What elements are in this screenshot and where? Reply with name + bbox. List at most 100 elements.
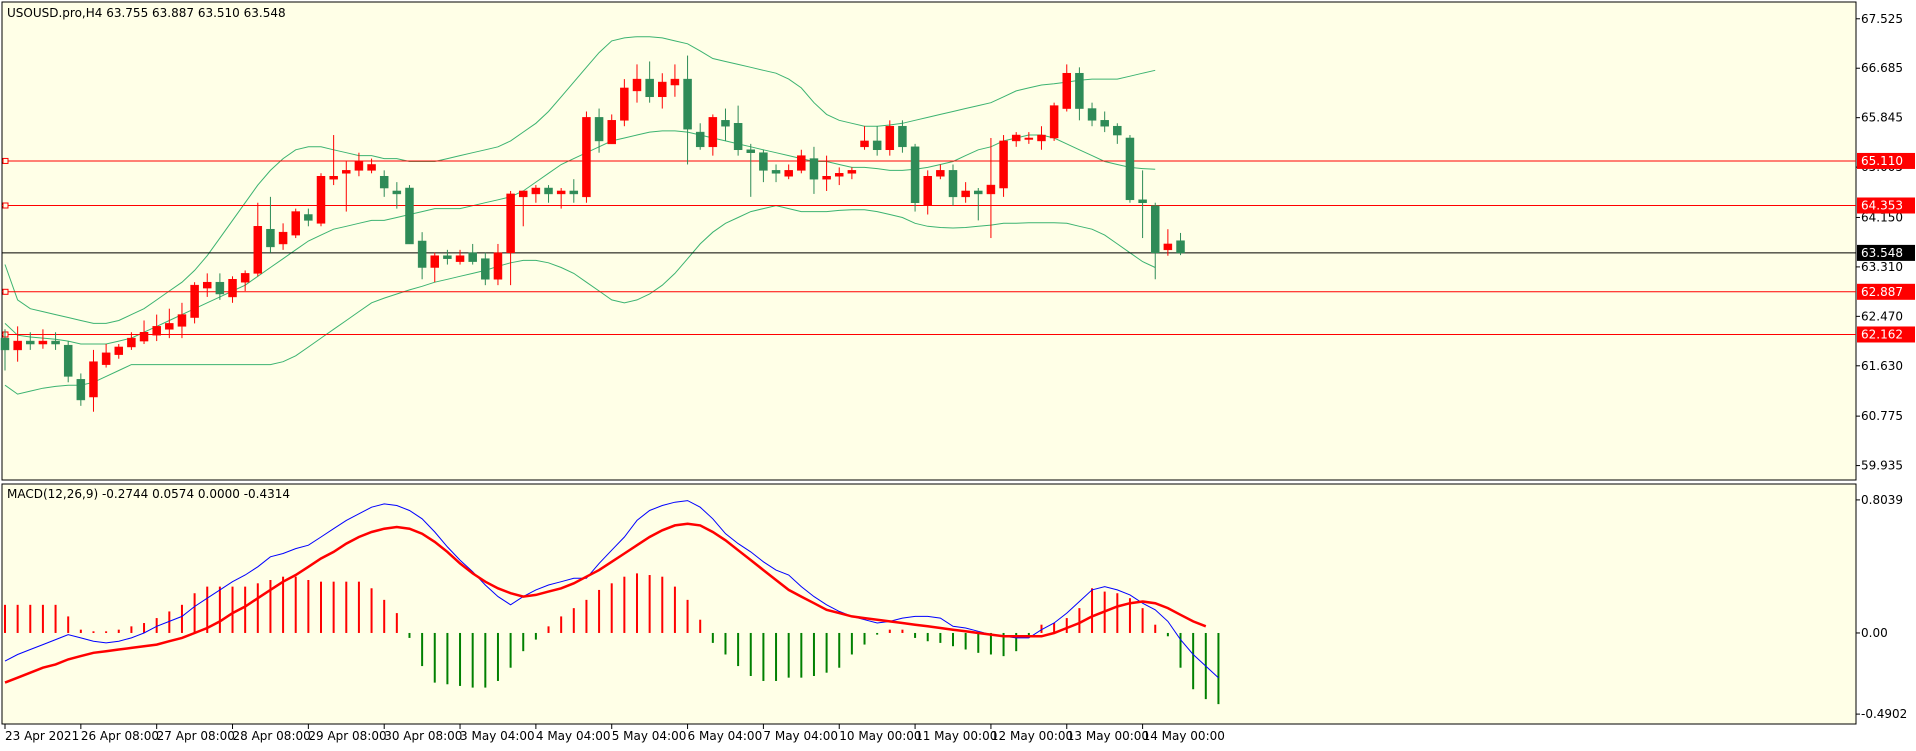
candle-body (342, 170, 351, 174)
candle-body (948, 170, 958, 198)
time-tick-label: 14 May 00:00 (1143, 729, 1225, 743)
candle-body (632, 78, 642, 92)
candle-body (468, 252, 477, 262)
candle-body (594, 117, 604, 142)
level-anchor-marker (2, 157, 9, 164)
candle-body (544, 187, 553, 195)
price-tick-label: 65.845 (1861, 111, 1903, 125)
candle-body (645, 78, 654, 98)
bollinger-lower-line (4, 205, 1156, 395)
candle-body (1125, 137, 1135, 201)
candle-body (683, 78, 692, 130)
candle-body (51, 340, 60, 345)
candle-body (695, 131, 705, 148)
price-tick-label: 62.470 (1861, 309, 1903, 323)
horizontal-levels: 65.110 64.353 63.548 62.887 62.162 (2, 152, 1915, 343)
time-tick-label: 27 Apr 08:00 (157, 729, 235, 743)
candle-body (1113, 125, 1122, 136)
macd-main-line (4, 500, 1219, 679)
time-tick-label: 29 Apr 08:00 (308, 729, 386, 743)
price-tick-label: 61.630 (1861, 359, 1903, 373)
candle-body (215, 281, 225, 295)
candle-body (658, 81, 667, 98)
candle-body (974, 190, 983, 195)
candle-body (1075, 72, 1084, 109)
candle-body (1062, 72, 1072, 109)
time-tick-label: 28 Apr 08:00 (233, 729, 311, 743)
level-price-label: 65.110 (1861, 154, 1903, 168)
candle-body (620, 87, 629, 121)
candle-body (1163, 243, 1173, 251)
price-tick-label: 63.310 (1861, 260, 1903, 274)
candle-body (531, 187, 541, 195)
level-price-label: 63.548 (1861, 246, 1903, 260)
price-tick-label: 64.150 (1861, 210, 1903, 224)
candle-body (38, 340, 48, 345)
macd-signal-line (4, 522, 1207, 684)
candle-body (733, 123, 743, 151)
level-price-label: 62.162 (1861, 327, 1903, 341)
time-tick-label: 12 May 00:00 (991, 729, 1073, 743)
candle-body (986, 184, 996, 195)
level-anchor-marker (2, 202, 9, 209)
time-tick-label: 3 May 04:00 (460, 729, 535, 743)
candle-body (26, 340, 35, 345)
candle-body (190, 284, 199, 318)
candle-body (202, 281, 212, 289)
candle-body (63, 344, 73, 377)
level-anchor-marker (2, 288, 9, 295)
candle-body (278, 231, 288, 245)
candle-body (809, 158, 819, 180)
candle-body (417, 240, 427, 268)
price-tick-label: 67.525 (1861, 12, 1903, 26)
candle-body (430, 255, 440, 268)
time-tick-label: 11 May 00:00 (915, 729, 997, 743)
candle-body (860, 140, 869, 148)
candle-body (784, 170, 793, 177)
candle-body (1037, 134, 1046, 142)
candle-body (455, 255, 465, 262)
candle-body (329, 175, 338, 180)
candle-body (392, 190, 402, 195)
candle-body (721, 120, 730, 127)
candle-body (506, 193, 515, 254)
macd-tick-label: -0.4902 (1861, 707, 1907, 721)
candle-body (1176, 240, 1185, 254)
candle-body (177, 314, 187, 327)
candle-body (797, 155, 806, 171)
time-tick-label: 13 May 00:00 (1067, 729, 1149, 743)
candle-body (405, 187, 414, 245)
candle-body (228, 279, 237, 298)
level-price-tag (1857, 283, 1915, 300)
level-price-tag (1857, 244, 1915, 261)
candle-body (1049, 105, 1059, 139)
candle-body (822, 175, 831, 180)
time-tick-label: 5 May 04:00 (612, 729, 687, 743)
price-tick-label: 59.935 (1861, 459, 1903, 473)
candle-body (0, 337, 10, 351)
time-tick-label: 26 Apr 08:00 (81, 729, 159, 743)
candle-body (759, 152, 768, 171)
candle-body (708, 117, 718, 148)
candle-body (556, 190, 566, 195)
candle-body (76, 379, 86, 401)
candle-body (114, 346, 124, 355)
candle-body (316, 175, 326, 224)
candle-body (936, 170, 945, 177)
candle-body (872, 140, 882, 151)
candle-body (13, 340, 22, 351)
candle-body (518, 190, 528, 198)
candle-body (910, 146, 920, 203)
level-price-tag (1857, 152, 1915, 169)
candle-body (367, 164, 376, 171)
macd-panel[interactable] (1, 483, 1857, 725)
macd-tick-label: 0.8039 (1861, 493, 1903, 507)
candle-body (253, 226, 263, 274)
candle-body (152, 326, 161, 336)
candle-body (1100, 120, 1109, 127)
candle-body (443, 255, 452, 259)
level-price-label: 62.887 (1861, 285, 1903, 299)
price-panel[interactable] (1, 1, 1857, 481)
